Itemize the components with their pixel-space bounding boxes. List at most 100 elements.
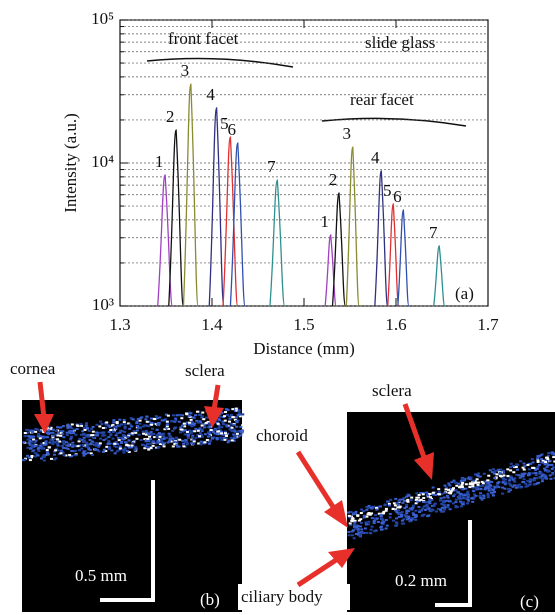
speckle [181,442,185,445]
speckle [375,505,379,508]
speckle [425,494,429,497]
speckle [87,435,91,438]
speckle [232,433,236,436]
speckle [113,442,117,445]
speckle [388,516,392,519]
scale-text: 0.2 mm [395,571,447,590]
speckle [370,525,374,528]
speckle [409,499,413,502]
speckle [398,506,402,509]
speckle [149,431,153,434]
speckle [191,416,195,419]
speckle [521,474,525,477]
speckle [544,459,548,462]
speckle [129,417,133,420]
speckle [478,494,482,497]
speckle [497,468,501,471]
speckle [384,527,388,530]
speckle [85,435,89,438]
speckle [471,483,475,486]
speckle [56,444,60,447]
speckle [524,482,528,485]
speckle [59,432,63,435]
speckle [217,427,221,430]
speckle [437,493,441,496]
speckle [151,427,155,430]
speckle [519,486,523,489]
speckle [211,429,215,432]
speckle [225,413,229,416]
speckle [33,444,37,447]
speckle [552,456,555,459]
speckle [417,493,421,496]
speckle [476,483,480,486]
speckle [89,434,93,437]
speckle [219,430,223,433]
speckle [209,439,213,442]
speckle [228,428,232,431]
speckle [536,457,540,460]
speckle [543,463,547,466]
speckle [122,437,126,440]
speckle [417,506,421,509]
speckle [149,447,153,450]
speckle [541,478,545,481]
speckle [487,474,491,477]
speckle [421,491,425,494]
speckle [360,528,364,531]
speckle [35,453,39,456]
speckle [78,437,82,440]
speckle [189,412,193,415]
speckle [27,441,31,444]
speckle [374,514,378,517]
speckle [62,454,66,457]
speckle [151,441,155,444]
speckle [199,440,203,443]
speckle [34,452,38,455]
speckle [119,442,123,445]
speckle [57,432,61,435]
speckle [479,487,483,490]
speckle [110,424,114,427]
speckle [402,497,406,500]
speckle [144,440,148,443]
speckle [432,505,436,508]
speckle [367,506,371,509]
speckle [504,478,508,481]
speckle [184,439,188,442]
speckle [206,420,210,423]
speckle [540,480,544,483]
speckle [232,423,236,426]
speckle [424,501,428,504]
speckle [472,490,476,493]
speckle [353,521,357,524]
speckle [215,436,219,439]
speckle [155,436,159,439]
speckle [491,493,495,496]
speckle [369,506,373,509]
speckle [87,433,91,436]
speckle [82,432,86,435]
speckle [64,441,68,444]
speckle [459,505,463,508]
speckle [443,508,447,511]
speckle [38,430,42,433]
peak-line [182,83,199,307]
speckle [130,446,134,449]
speckle [90,442,94,445]
speckle [552,453,555,456]
speckle [32,438,36,441]
speckle [160,433,164,436]
speckle [36,454,40,457]
speckle [69,435,73,438]
speckle [536,460,540,463]
speckle [517,483,521,486]
speckle [156,446,160,449]
speckle [87,429,91,432]
speckle [108,446,112,449]
speckle [200,424,204,427]
speckle [493,477,497,480]
speckle [230,413,234,416]
speckle [475,474,479,477]
speckle [198,413,202,416]
